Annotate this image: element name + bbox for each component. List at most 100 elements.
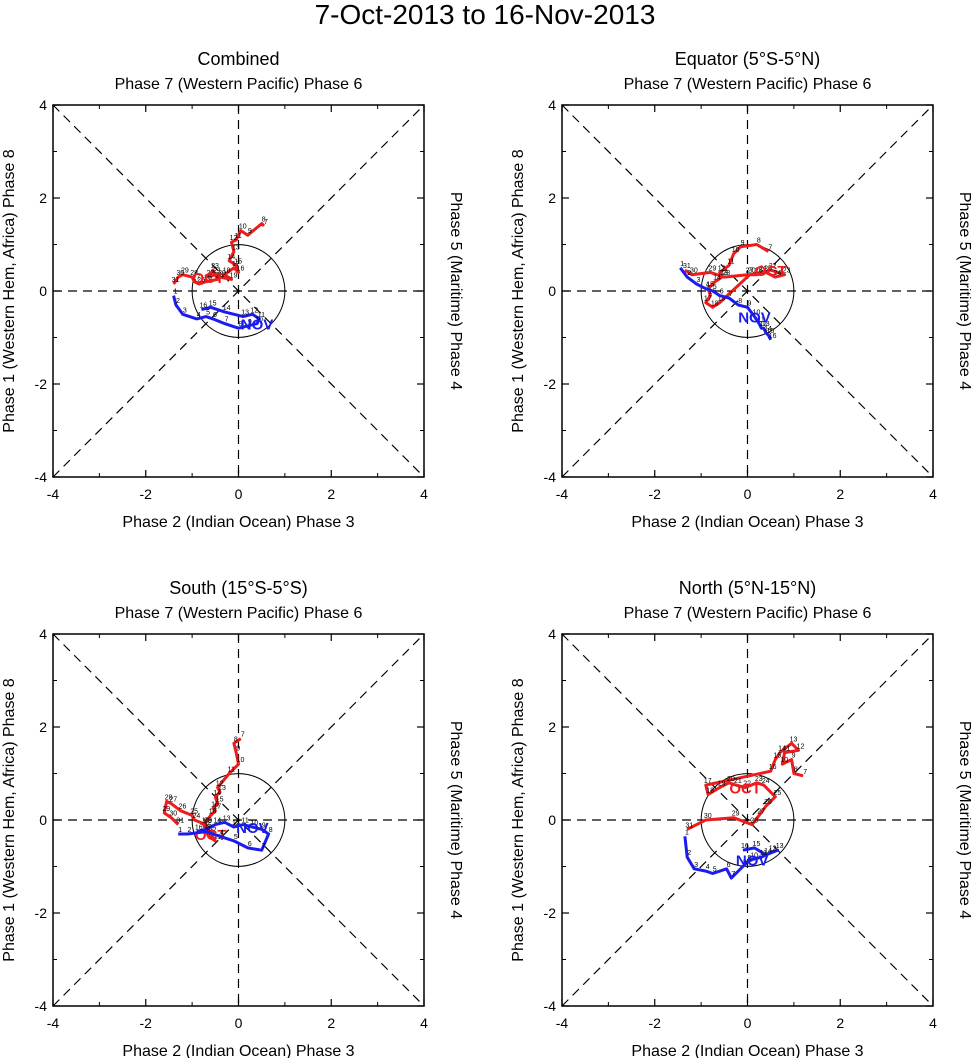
day-label: 24 [193,813,201,820]
y-tick-label: 2 [548,719,556,735]
day-label: 28 [722,270,730,277]
x-tick-label: 4 [929,1015,937,1031]
day-label: 13 [232,244,240,251]
day-label: 21 [213,834,221,841]
day-label: 16 [200,303,208,310]
day-label: 25 [764,265,772,272]
top-phase-label: Phase 7 (Western Pacific) Phase 6 [624,76,872,93]
day-label: 15 [753,841,761,848]
day-label: 11 [258,312,265,319]
day-label: 8 [239,321,243,328]
day-label: 12 [251,307,259,314]
day-label: 6 [213,312,217,319]
panel-title: South (15°S-5°S) [169,578,307,598]
day-label: 5 [234,834,238,841]
day-label: 31 [176,818,184,825]
day-label: 11 [760,850,767,857]
y-tick-label: 4 [548,97,556,113]
x-tick-label: 2 [836,486,844,502]
day-label: 8 [269,827,273,834]
left-phase-label: Phase 1 (Western Hem, Africa) Phase 8 [510,678,527,961]
month-label-nov: NOV [736,853,769,870]
day-label: 18 [209,808,217,815]
x-tick-label: -2 [649,1015,662,1031]
x-tick-label: -2 [140,486,153,502]
x-tick-label: 0 [744,1015,752,1031]
day-label: 8 [262,217,266,224]
day-label: 28 [165,794,173,801]
day-label: 18 [223,268,231,275]
day-label: 27 [169,797,177,804]
day-label: 30 [704,813,712,820]
month-label-oct: OCT [755,263,787,280]
phase-panel-1: Combined Phase 7 (Western Pacific) Phase … [1,49,464,531]
day-label: 7 [731,871,735,878]
day-label: 9 [748,855,752,862]
day-label: 7 [768,244,772,251]
series-line-nov [172,295,261,330]
day-label: 7 [729,291,733,298]
day-label: 6 [727,862,731,869]
day-label: 14 [764,848,772,855]
day-label: 2 [687,270,691,277]
bottom-phase-label: Phase 2 (Indian Ocean) Phase 3 [122,514,354,531]
day-label: 7 [262,843,266,850]
day-label: 31 [683,263,691,270]
day-label: 5 [206,310,210,317]
day-label: 10 [750,853,758,860]
day-label: 26 [197,277,205,284]
day-label: 14 [213,818,221,825]
panel-title: Combined [197,49,279,69]
day-label: 26 [755,268,763,275]
y-tick-label: 0 [39,283,47,299]
day-label: 8 [794,767,798,774]
day-label: 22 [206,270,214,277]
day-label: 10 [239,224,247,231]
day-label: 4 [706,864,710,871]
day-label: 9 [248,228,252,235]
top-phase-label: Phase 7 (Western Pacific) Phase 6 [624,605,872,622]
day-label: 14 [778,746,786,753]
day-label: 22 [769,263,777,270]
day-label: 1 [174,289,178,296]
unit-circle [191,244,286,338]
y-tick-label: -4 [544,998,557,1014]
day-label: 3 [694,862,698,869]
x-tick-label: 4 [929,486,937,502]
day-label: 10 [780,757,788,764]
day-label: 13 [241,310,249,317]
series-line-oct [686,741,804,831]
y-tick-label: -2 [35,905,48,921]
day-label: 4 [197,312,201,319]
day-label: 1 [685,829,689,836]
day-label: 12 [232,820,240,827]
day-label: 23 [211,263,219,270]
day-label: 10 [251,820,259,827]
day-label: 24 [773,270,781,277]
day-label: 20 [727,776,735,783]
day-label: 28 [750,818,758,825]
day-label: 28 [190,270,198,277]
day-label: 10 [255,317,263,324]
y-tick-label: 4 [548,626,556,642]
day-label: 19 [202,818,210,825]
x-tick-label: 4 [420,1015,428,1031]
left-phase-label: Phase 1 (Western Hem, Africa) Phase 8 [1,149,18,432]
day-label: 16 [769,333,777,340]
x-tick-label: 2 [327,1015,335,1031]
y-tick-label: 0 [548,283,556,299]
day-label: 21 [760,265,768,272]
day-label: 1 [680,261,684,268]
day-label: 11 [783,746,790,753]
x-tick-label: -4 [556,1015,569,1031]
day-label: 6 [248,841,252,848]
top-phase-label: Phase 7 (Western Pacific) Phase 6 [115,605,363,622]
day-label: 10 [753,310,761,317]
day-label: 25 [204,275,212,282]
day-label: 5 [713,284,717,291]
unit-circle [700,773,795,867]
bottom-phase-label: Phase 2 (Indian Ocean) Phase 3 [122,1043,354,1058]
top-phase-label: Phase 7 (Western Pacific) Phase 6 [115,76,363,93]
day-label: 17 [232,261,240,268]
day-label: 8 [743,860,747,867]
